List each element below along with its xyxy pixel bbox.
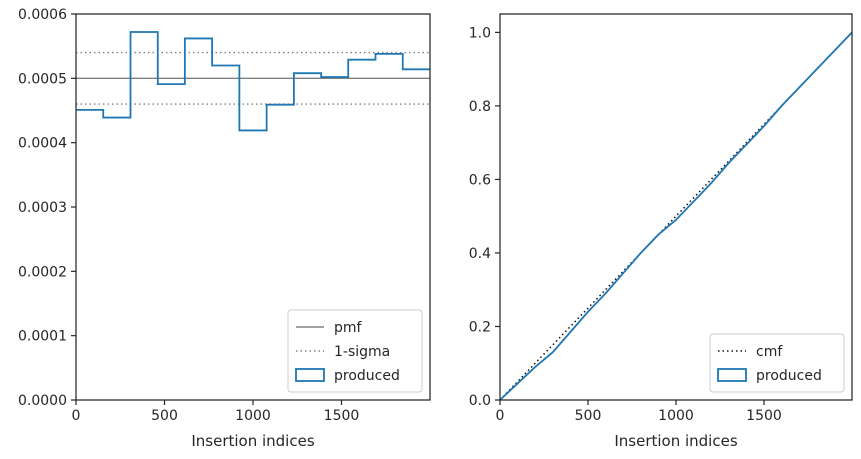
x-tick-label: 500 bbox=[575, 408, 602, 424]
y-tick-label: 0.0003 bbox=[18, 200, 67, 216]
legend-label: produced bbox=[334, 368, 400, 384]
y-tick-label: 0.6 bbox=[469, 172, 491, 188]
y-tick-label: 0.0000 bbox=[18, 393, 67, 409]
y-tick-label: 0.8 bbox=[469, 99, 491, 115]
y-tick-label: 0.4 bbox=[469, 246, 491, 262]
y-tick-label: 0.0004 bbox=[18, 136, 67, 152]
panel-cmf: 0 500 1000 1500 0.0 0.2 0.4 0.6 0.8 1.0 Insertio… bbox=[469, 13, 853, 450]
y-tick-label: 1.0 bbox=[469, 25, 491, 41]
legend-handle bbox=[717, 368, 747, 382]
y-tick-label: 0.0005 bbox=[18, 71, 67, 87]
legend-label: cmf bbox=[756, 344, 783, 360]
x-axis-label: Insertion indices bbox=[191, 432, 314, 450]
x-tick-label: 500 bbox=[151, 408, 178, 424]
series-produced-line bbox=[499, 31, 853, 401]
legend: cmf produced bbox=[709, 333, 845, 393]
x-axis: 0 500 1000 1500 bbox=[72, 400, 360, 424]
legend-label: 1-sigma bbox=[334, 344, 390, 360]
y-tick-label: 0.0002 bbox=[18, 264, 67, 280]
series-group bbox=[499, 31, 853, 401]
series-group bbox=[76, 31, 430, 132]
legend-box bbox=[709, 333, 845, 393]
y-tick-label: 0.0001 bbox=[18, 329, 67, 345]
x-tick-label: 1500 bbox=[746, 408, 782, 424]
y-tick-label: 0.2 bbox=[469, 319, 491, 335]
y-axis: 0.0 0.2 0.4 0.6 0.8 1.0 bbox=[469, 25, 500, 409]
legend-label: produced bbox=[756, 368, 822, 384]
x-axis: 0 500 1000 1500 bbox=[496, 400, 782, 424]
y-axis: 0.0000 0.0001 0.0002 0.0003 0.0004 0.0005 0.00… bbox=[18, 7, 76, 409]
x-tick-label: 1500 bbox=[324, 408, 360, 424]
x-axis-label: Insertion indices bbox=[614, 432, 737, 450]
panel-pmf: 0 500 1000 1500 0.00000.00010.00020.00030.0… bbox=[18, 7, 431, 450]
series-produced-line bbox=[76, 31, 430, 132]
y-tick-label: 0.0006 bbox=[18, 7, 67, 23]
x-tick-label: 1000 bbox=[658, 408, 694, 424]
legend-box bbox=[287, 309, 423, 393]
legend: pmf 1-sigma produced bbox=[287, 309, 423, 393]
x-tick-label: 0 bbox=[496, 408, 505, 424]
x-tick-label: 1000 bbox=[235, 408, 271, 424]
y-tick-label: 0.0 bbox=[469, 393, 491, 409]
legend-label: pmf bbox=[334, 320, 363, 336]
x-tick-label: 0 bbox=[72, 408, 81, 424]
reference-lines bbox=[76, 51, 430, 105]
legend-handle bbox=[295, 368, 325, 382]
